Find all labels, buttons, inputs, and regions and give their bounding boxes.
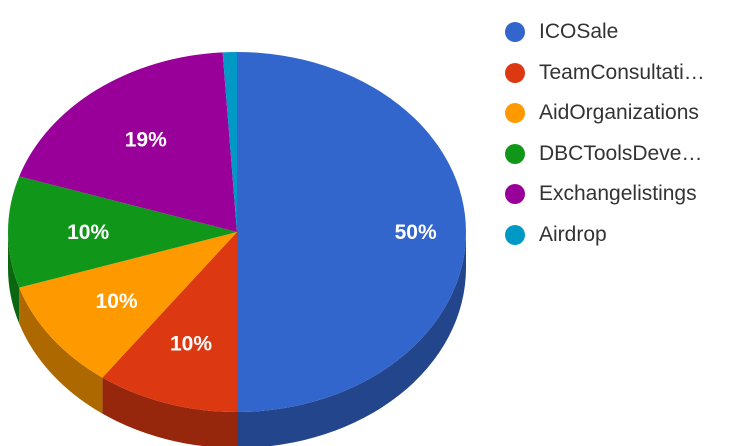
legend-swatch xyxy=(505,224,525,245)
pie-slice[interactable] xyxy=(19,232,238,378)
legend-swatch xyxy=(505,184,525,205)
slice-label: 10% xyxy=(67,221,109,244)
pie-slice[interactable] xyxy=(8,176,237,288)
pie-side xyxy=(237,232,466,446)
pie-chart: 50% 10% 10% 10% 19% xyxy=(8,52,466,446)
pie-side xyxy=(102,377,237,446)
legend-swatch xyxy=(505,103,525,124)
slice-label: 50% xyxy=(395,221,437,244)
slice-label: 19% xyxy=(125,129,167,152)
pie-slice[interactable] xyxy=(102,232,237,412)
legend-swatch xyxy=(505,143,525,164)
pie-slice[interactable] xyxy=(19,52,238,232)
pie-labels: 50% 10% 10% 10% 19% xyxy=(67,129,437,356)
pie-slice[interactable] xyxy=(237,52,466,412)
legend-item[interactable]: DBCToolsDeve… xyxy=(505,134,705,175)
legend-item[interactable]: Exchangelistings xyxy=(505,174,705,215)
legend-item[interactable]: AidOrganizations xyxy=(505,93,705,134)
legend-label: Exchangelistings xyxy=(539,182,697,206)
legend-label: ICOSale xyxy=(539,20,619,44)
legend-item[interactable]: ICOSale xyxy=(505,12,705,53)
legend-label: TeamConsultati… xyxy=(539,60,705,84)
pie-slices xyxy=(8,52,466,412)
legend-label: DBCToolsDeve… xyxy=(539,141,703,165)
pie-sides xyxy=(8,232,466,446)
legend-item[interactable]: Airdrop xyxy=(505,215,705,256)
legend-label: AidOrganizations xyxy=(539,101,699,125)
slice-label: 10% xyxy=(170,332,212,355)
slice-label: 10% xyxy=(96,290,138,313)
chart-legend: ICOSale TeamConsultati… AidOrganizations DB… xyxy=(505,12,705,255)
pie-side xyxy=(19,287,103,414)
legend-swatch xyxy=(505,62,525,83)
legend-label: Airdrop xyxy=(539,222,607,246)
legend-swatch xyxy=(505,22,525,43)
legend-item[interactable]: TeamConsultati… xyxy=(505,53,705,94)
pie-slice[interactable] xyxy=(222,52,237,232)
pie-side xyxy=(8,232,20,324)
